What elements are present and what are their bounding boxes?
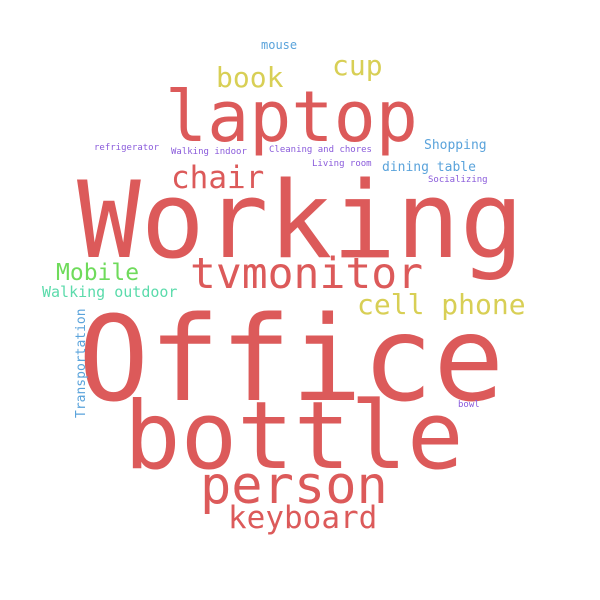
word-person: person [200,456,388,516]
word-bottle: bottle [124,382,464,491]
word-office: Office [78,290,505,428]
word-working: Working [77,159,524,282]
word-socializing: Socializing [428,175,488,185]
word-mobile: Mobile [56,260,140,286]
word-cup: cup [332,49,383,82]
word-transportation: Transportation [74,308,89,418]
word-chair: chair [171,160,265,196]
word-cleaning-and-chores: Cleaning and chores [269,145,372,155]
word-shopping: Shopping [424,138,487,153]
word-book: book [216,61,284,94]
word-tvmonitor: tvmonitor [190,249,423,299]
word-keyboard: keyboard [228,500,378,536]
word-dining-table: dining table [382,160,476,175]
word-cell-phone: cell phone [357,288,526,321]
word-laptop: laptop [165,76,418,158]
word-living-room: Living room [312,159,372,169]
word-refrigerator: refrigerator [94,143,160,153]
word-mouse: mouse [261,38,298,52]
word-bowl: bowl [458,400,480,410]
word-walking-indoor: Walking indoor [171,147,247,157]
word-walking-outdoor: Walking outdoor [42,283,178,301]
